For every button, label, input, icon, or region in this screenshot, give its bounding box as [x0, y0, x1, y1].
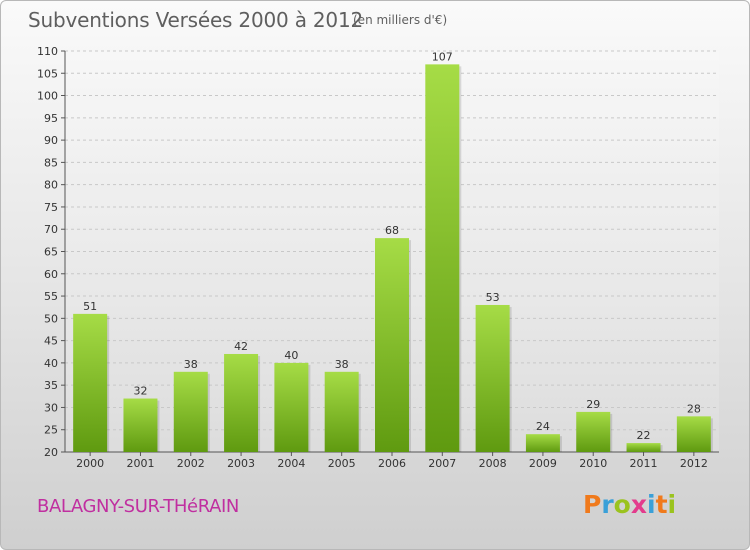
bar: [676, 416, 711, 452]
y-tick-label: 60: [44, 268, 58, 281]
bar: [425, 64, 460, 452]
data-label: 53: [486, 291, 500, 304]
y-tick-label: 65: [44, 246, 58, 259]
chart-title: Subventions Versées 2000 à 2012: [28, 8, 364, 32]
x-tick-label: 2012: [680, 457, 708, 470]
x-tick-label: 2008: [479, 457, 507, 470]
y-tick-label: 90: [44, 134, 58, 147]
y-tick-label: 85: [44, 156, 58, 169]
data-label: 68: [385, 224, 399, 237]
data-label: 24: [536, 420, 550, 433]
data-label: 38: [335, 358, 349, 371]
bar: [274, 362, 309, 452]
data-label: 28: [687, 402, 701, 415]
bar: [324, 371, 359, 452]
logo-letter: o: [613, 490, 631, 519]
logo-letter: P: [583, 490, 602, 519]
y-tick-label: 35: [44, 379, 58, 392]
bar: [626, 443, 661, 452]
y-tick-label: 70: [44, 223, 58, 236]
x-tick-label: 2011: [630, 457, 658, 470]
data-label: 32: [133, 385, 147, 398]
y-tick-label: 20: [44, 446, 58, 459]
y-tick-label: 105: [37, 67, 58, 80]
x-tick-label: 2000: [76, 457, 104, 470]
bar: [224, 353, 259, 452]
y-tick-label: 55: [44, 290, 58, 303]
bar: [375, 238, 409, 452]
bar: [525, 434, 560, 452]
x-tick-label: 2009: [529, 457, 557, 470]
y-tick-label: 30: [44, 401, 58, 414]
data-label: 29: [586, 398, 600, 411]
unit-note: (en milliers d'€): [353, 13, 448, 27]
y-tick-label: 25: [44, 424, 58, 437]
x-tick-label: 2001: [126, 457, 154, 470]
x-tick-label: 2007: [428, 457, 456, 470]
logo-letter: t: [655, 490, 668, 519]
data-label: 42: [234, 340, 248, 353]
logo-letter: i: [667, 490, 677, 519]
y-tick-label: 95: [44, 112, 58, 125]
x-tick-label: 2003: [227, 457, 255, 470]
x-tick-label: 2004: [277, 457, 305, 470]
place-name: BALAGNY-SUR-THéRAIN: [37, 496, 239, 517]
y-tick-label: 50: [44, 312, 58, 325]
logo-letter: r: [601, 490, 614, 519]
logo-letter: i: [647, 490, 656, 519]
x-tick-label: 2002: [177, 457, 205, 470]
data-label: 22: [637, 429, 651, 442]
data-label: 38: [184, 358, 198, 371]
bar: [576, 411, 611, 452]
data-label: 107: [432, 50, 453, 63]
y-tick-label: 40: [44, 357, 58, 370]
bar: [123, 398, 158, 452]
y-tick-label: 80: [44, 179, 58, 192]
bar: [475, 304, 510, 452]
logo-letter: x: [630, 490, 647, 519]
x-tick-label: 2010: [579, 457, 607, 470]
y-tick-label: 45: [44, 335, 58, 348]
x-tick-label: 2005: [328, 457, 356, 470]
x-tick-label: 2006: [378, 457, 406, 470]
data-label: 40: [284, 349, 298, 362]
y-tick-label: 110: [37, 45, 58, 58]
bar: [73, 313, 108, 452]
bar: [173, 371, 208, 452]
y-tick-label: 75: [44, 201, 58, 214]
data-label: 51: [83, 300, 97, 313]
proxiti-logo[interactable]: Proxiti: [583, 490, 676, 519]
y-tick-label: 100: [37, 90, 58, 103]
